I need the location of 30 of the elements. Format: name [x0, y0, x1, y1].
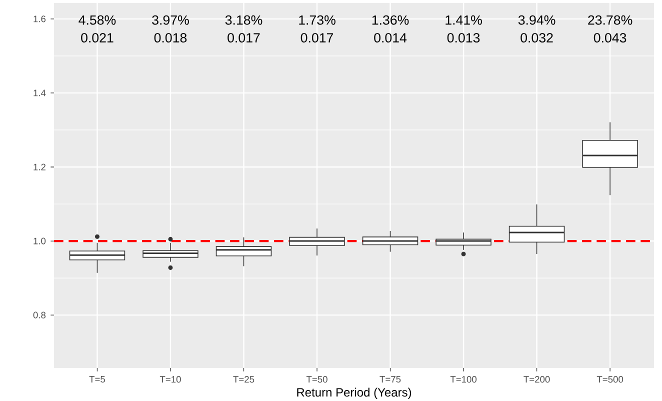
annotation: 3.97% — [152, 15, 189, 25]
annotation: 0.032 — [520, 33, 553, 43]
annotation: 0.043 — [594, 33, 626, 43]
y-tick-label: 1.2 — [34, 164, 46, 170]
x-axis-title: Return Period (Years) — [297, 388, 412, 399]
x-tick-label: T=25 — [233, 376, 254, 383]
y-tick-label: 0.8 — [33, 312, 46, 318]
y-tick-label: 1.0 — [34, 238, 46, 244]
annotation: 4.58% — [78, 15, 116, 25]
x-tick-label: T=100 — [450, 376, 477, 383]
annotation: 0.021 — [81, 33, 114, 43]
x-tick-label: T=50 — [306, 376, 328, 383]
annotation: 0.018 — [154, 33, 187, 43]
annotation: 1.41% — [446, 15, 482, 25]
x-tick-label: T=200 — [524, 376, 550, 383]
annotation: 0.017 — [228, 33, 260, 43]
annotation: 23.78% — [588, 15, 632, 25]
y-tick-label: 1.4 — [34, 90, 46, 96]
annotation: 3.18% — [225, 15, 262, 25]
annotation: 0.017 — [300, 33, 334, 43]
x-tick-label: T=500 — [596, 376, 624, 383]
annotation: 3.94% — [518, 15, 556, 25]
annotation: 1.73% — [299, 15, 336, 25]
y-tick-label: 1.6 — [34, 16, 46, 22]
x-tick-label: T=10 — [160, 376, 181, 383]
annotation: 1.36% — [372, 15, 409, 25]
x-tick-label: T=5 — [89, 376, 105, 383]
annotation: 0.013 — [447, 33, 480, 43]
annotation: 0.014 — [374, 33, 407, 43]
x-tick-label: T=75 — [380, 376, 401, 383]
